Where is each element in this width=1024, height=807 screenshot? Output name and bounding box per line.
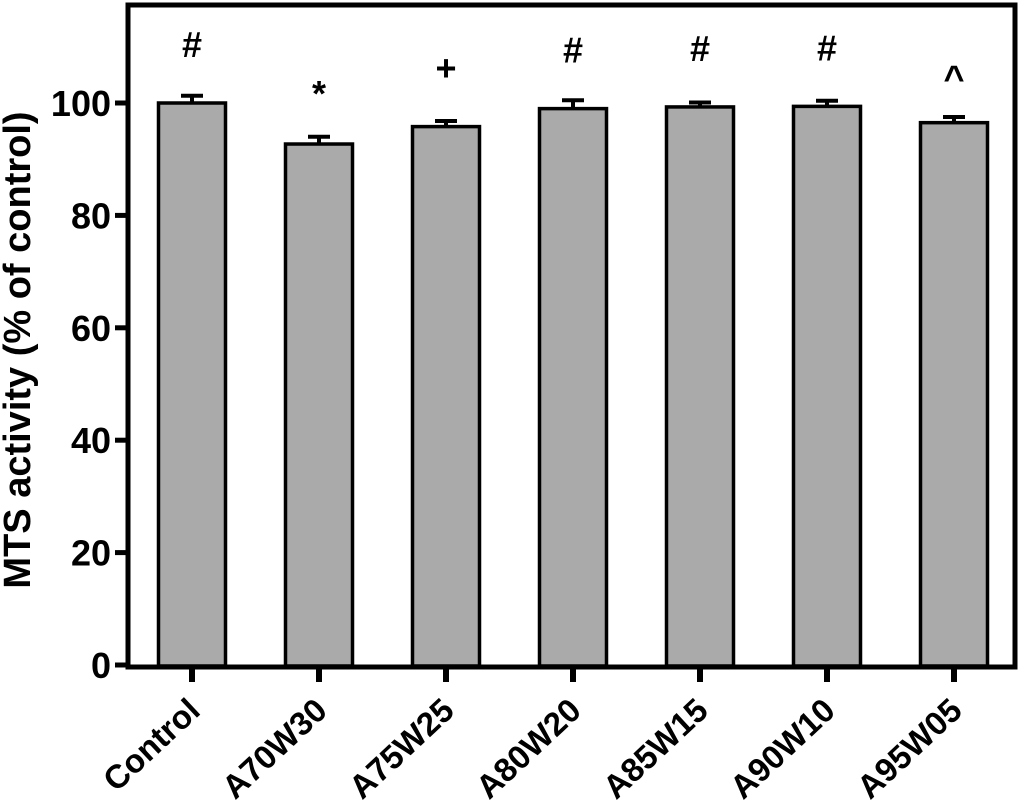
y-axis-title: MTS activity (% of control): [0, 111, 39, 588]
y-tick-label: 20: [71, 533, 111, 574]
significance-annotation-1: #: [182, 24, 202, 65]
significance-annotation-2: *: [312, 73, 326, 114]
x-tick-label-a75w25: A75W25: [342, 691, 461, 806]
x-tick-label-a90w10: A90W10: [723, 691, 842, 806]
y-tick-label: 60: [71, 308, 111, 349]
x-tick-label-a85w15: A85W15: [596, 691, 715, 806]
y-tick-label: 100: [51, 83, 111, 124]
significance-annotation-7: ^: [943, 58, 964, 99]
bar-a85w15: [664, 105, 736, 668]
bar-a75w25: [410, 124, 482, 668]
bar-a95w05: [918, 120, 990, 668]
bar-a80w20: [537, 106, 609, 668]
bar-control: [156, 101, 228, 668]
y-tick-label: 80: [71, 195, 111, 236]
x-tick-label-a80w20: A80W20: [469, 691, 588, 806]
significance-annotation-6: #: [817, 27, 837, 68]
bar-a90w10: [791, 104, 863, 668]
y-tick-label: 40: [71, 420, 111, 461]
significance-annotation-4: #: [563, 30, 583, 71]
significance-annotation-3: +: [435, 48, 456, 89]
x-tick-label-a95w05: A95W05: [850, 691, 969, 806]
x-tick-label-control: Control: [96, 691, 207, 798]
x-tick-label-a70w30: A70W30: [215, 691, 334, 806]
significance-annotation-5: #: [690, 28, 710, 69]
y-tick-label: 0: [91, 645, 111, 686]
bar-a70w30: [283, 142, 355, 668]
